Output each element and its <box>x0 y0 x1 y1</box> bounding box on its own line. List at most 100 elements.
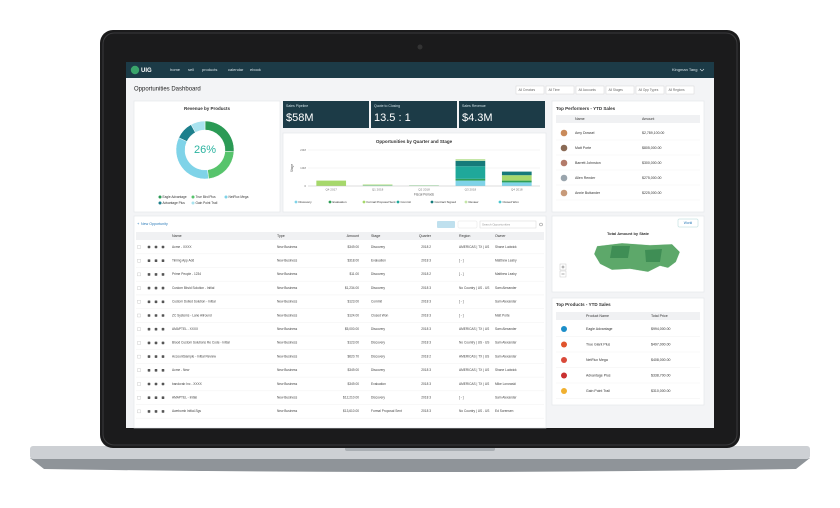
row-action-icon[interactable] <box>161 286 165 290</box>
row-action-icon[interactable] <box>161 273 165 276</box>
row-action-icon[interactable] <box>154 382 158 386</box>
row-checkbox[interactable] <box>137 313 141 318</box>
row-action-icon[interactable] <box>161 327 165 331</box>
nav-link[interactable]: calendar <box>228 67 244 72</box>
row-checkbox[interactable] <box>137 354 141 359</box>
nav-link[interactable]: home <box>170 67 181 72</box>
row-action-icon[interactable] <box>147 314 151 317</box>
row-action-icon[interactable] <box>154 273 158 276</box>
table-cell[interactable]: AccountSample - Initial Review <box>172 354 217 358</box>
nav-link[interactable]: sell <box>188 67 194 72</box>
table-cell[interactable]: Blood Custom Solutions Re Code - Initial <box>172 341 230 345</box>
user-menu[interactable]: Kingman Tang <box>672 67 698 72</box>
row-action-icon[interactable] <box>147 355 151 358</box>
row-action-icon[interactable] <box>161 410 165 413</box>
column-header[interactable]: Amount <box>347 234 359 238</box>
toolbar-button[interactable] <box>457 220 478 229</box>
row-action-icon[interactable] <box>147 259 151 262</box>
map-states[interactable] <box>610 246 662 262</box>
row-action-icon[interactable] <box>147 245 151 249</box>
column-header[interactable]: Owner <box>495 234 506 238</box>
filter-dropdown[interactable] <box>575 85 605 95</box>
filter-dropdown[interactable] <box>515 85 545 95</box>
table-cell[interactable]: AMAPTEL - XXXX <box>172 327 199 331</box>
plus-icon[interactable]: + <box>137 221 140 226</box>
row-action-icon[interactable] <box>147 273 151 276</box>
row-action-icon[interactable] <box>154 300 158 304</box>
row-checkbox[interactable] <box>137 382 141 386</box>
column-header[interactable]: Stage <box>371 234 380 238</box>
row-action-icon[interactable] <box>154 314 158 317</box>
column-header[interactable]: Region <box>459 234 470 238</box>
row-action-icon[interactable] <box>154 245 158 249</box>
table-cell[interactable]: bandcrab Inc - XXXX <box>172 382 203 386</box>
table-cell[interactable]: Acme - New <box>172 368 190 372</box>
row-action-icon[interactable] <box>147 286 151 290</box>
filter-dropdown[interactable] <box>665 85 695 95</box>
legend-label: Discovery <box>299 200 313 204</box>
table-cell[interactable]: Custom Dolled Solution - Initial <box>172 300 216 304</box>
row-action-icon[interactable] <box>161 382 165 386</box>
row-checkbox[interactable] <box>137 300 141 304</box>
row-action-icon[interactable] <box>154 369 158 372</box>
filter-dropdown[interactable] <box>545 85 575 95</box>
column-header[interactable]: Name <box>172 234 182 238</box>
table-cell[interactable]: Prime People - 1234 <box>172 272 201 276</box>
table-header <box>136 232 544 240</box>
row-checkbox[interactable] <box>137 245 141 249</box>
row-action-icon[interactable] <box>154 286 158 290</box>
row-action-icon[interactable] <box>154 341 158 345</box>
row-action-icon[interactable] <box>161 314 165 317</box>
table-cell[interactable]: Custom Bkvid Solution - Initial <box>172 286 215 290</box>
table-cell: Discovery <box>371 327 385 331</box>
row-checkbox[interactable] <box>137 409 141 414</box>
table-cell[interactable]: ZC Systems - Lane Allround <box>172 313 212 317</box>
row-action-icon[interactable] <box>154 396 158 399</box>
page-title: Opportunities Dashboard <box>134 87 201 93</box>
table-cell: 2018 2 <box>421 354 431 358</box>
row-action-icon[interactable] <box>147 410 151 413</box>
nav-link[interactable]: products <box>202 67 217 72</box>
table-cell: Discovery <box>371 341 385 345</box>
filter-dropdown[interactable] <box>635 85 665 95</box>
row-action-icon[interactable] <box>154 259 158 262</box>
row-action-icon[interactable] <box>161 259 165 262</box>
filter-dropdown[interactable] <box>605 85 635 95</box>
row-action-icon[interactable] <box>161 245 165 249</box>
table-cell[interactable]: Acme - XXXX <box>172 245 192 249</box>
row-action-icon[interactable] <box>147 396 151 399</box>
row-action-icon[interactable] <box>147 327 151 331</box>
world-button[interactable] <box>677 218 699 228</box>
us-map[interactable] <box>593 242 681 273</box>
table-cell[interactable]: Awebomb Initial-Sgs <box>172 409 201 413</box>
row-action-icon[interactable] <box>154 355 158 358</box>
row-checkbox[interactable] <box>137 286 141 290</box>
row-checkbox[interactable] <box>137 259 141 263</box>
column-header[interactable]: Type <box>277 234 285 238</box>
row-checkbox[interactable] <box>137 368 141 372</box>
kpi-card <box>459 101 545 128</box>
new-opportunity-button[interactable]: New Opportunity <box>141 222 168 226</box>
settings-icon[interactable] <box>539 222 543 227</box>
nav-link[interactable]: ebook <box>250 67 261 72</box>
toolbar-button[interactable] <box>437 221 455 228</box>
row-action-icon[interactable] <box>154 410 158 413</box>
row-action-icon[interactable] <box>147 369 151 372</box>
row-action-icon[interactable] <box>161 300 165 304</box>
row-action-icon[interactable] <box>147 341 151 345</box>
row-action-icon[interactable] <box>161 341 165 345</box>
row-action-icon[interactable] <box>161 369 165 372</box>
row-checkbox[interactable] <box>137 396 141 400</box>
row-action-icon[interactable] <box>147 300 151 304</box>
row-checkbox[interactable] <box>137 327 141 331</box>
row-checkbox[interactable] <box>137 341 141 345</box>
search-box[interactable] <box>479 220 537 229</box>
column-header[interactable]: Quarter <box>419 234 432 238</box>
row-action-icon[interactable] <box>147 382 151 386</box>
row-action-icon[interactable] <box>161 396 165 399</box>
row-action-icon[interactable] <box>154 327 158 331</box>
row-action-icon[interactable] <box>161 355 165 358</box>
row-checkbox[interactable] <box>137 272 141 277</box>
table-cell[interactable]: Timing App Add <box>172 259 194 263</box>
table-cell[interactable]: AMAPTEL - Initial <box>172 396 197 400</box>
